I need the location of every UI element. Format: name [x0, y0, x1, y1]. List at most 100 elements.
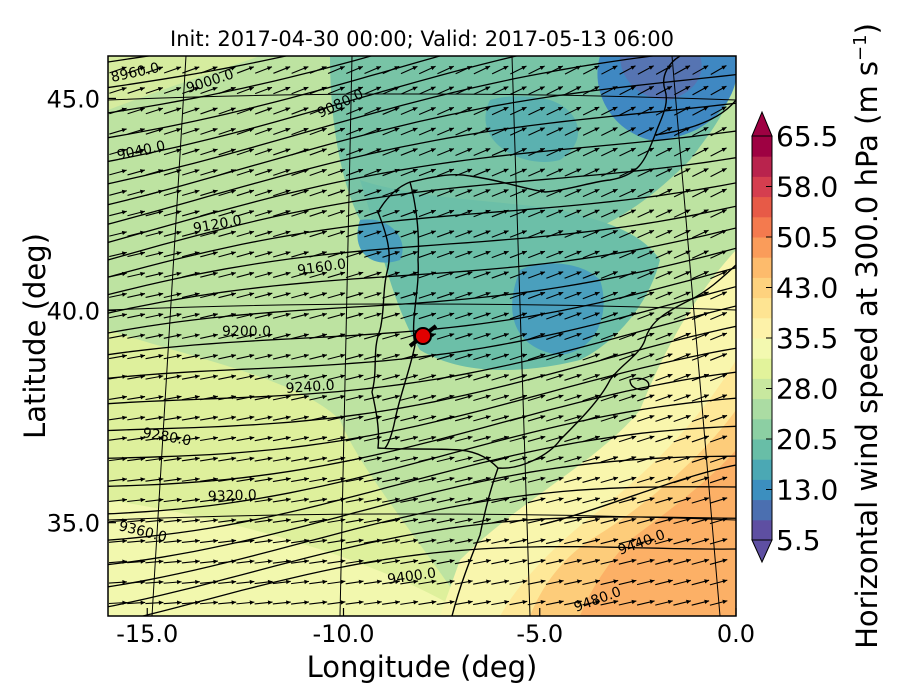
wind-arrow — [473, 127, 491, 136]
x-tick-label: -10.0 — [312, 620, 374, 648]
parallel-40n — [108, 303, 736, 311]
colorbar-tick-label: 28.0 — [776, 373, 838, 406]
wind-arrow — [601, 147, 618, 157]
wind-arrow — [127, 559, 146, 564]
wind-arrow — [400, 497, 419, 503]
wind-arrow — [309, 312, 328, 319]
wind-arrow — [127, 230, 146, 237]
wind-arrow — [236, 456, 255, 462]
wind-arrow — [437, 148, 455, 156]
wind-arrow — [345, 189, 364, 197]
wind-arrow — [673, 558, 692, 565]
wind-arrow — [582, 374, 600, 381]
wind-arrow — [691, 517, 710, 525]
wind-arrow — [673, 414, 691, 422]
wind-arrow — [291, 374, 309, 381]
wind-arrow — [364, 168, 382, 177]
wind-arrow — [363, 600, 382, 605]
wind-arrow — [273, 148, 291, 156]
wind-arrow — [127, 497, 146, 503]
wind-arrow — [272, 600, 291, 605]
wind-arrow — [400, 168, 418, 177]
wind-arrow — [291, 579, 309, 585]
wind-arrow — [181, 600, 200, 605]
wind-arrow — [673, 353, 691, 361]
wind-arrow — [400, 312, 418, 320]
y-axis-label: Latitude (deg) — [18, 233, 52, 439]
wind-arrow — [272, 538, 291, 544]
wind-arrow — [108, 559, 128, 564]
wind-arrow — [109, 292, 127, 298]
wind-arrow — [418, 394, 437, 401]
wind-arrow — [473, 497, 491, 504]
wind-arrow — [254, 210, 273, 217]
wind-arrow — [163, 86, 182, 94]
wind-arrow — [582, 106, 600, 116]
wind-arrow — [345, 168, 364, 177]
wind-arrow — [473, 291, 491, 299]
wind-arrow — [218, 497, 237, 503]
wind-arrow — [327, 189, 346, 197]
wind-arrow — [181, 436, 200, 441]
wind-arrow — [436, 353, 455, 361]
wind-arrow — [473, 271, 491, 279]
wind-arrow — [601, 65, 618, 75]
wind-arrow — [564, 435, 582, 443]
wind-arrow — [636, 517, 655, 524]
wind-arrow — [363, 497, 382, 503]
wind-arrow — [510, 65, 527, 75]
wind-arrow — [382, 538, 400, 544]
wind-arrow — [309, 394, 328, 401]
wind-arrow — [200, 477, 218, 482]
wind-arrow — [564, 168, 582, 177]
plot-frame — [107, 55, 737, 617]
wind-arrow — [491, 476, 510, 483]
wind-arrow — [309, 271, 327, 279]
wind-arrow — [710, 353, 728, 361]
wind-arrow — [309, 230, 327, 238]
wind-arrow — [564, 456, 582, 463]
wind-arrow — [127, 415, 146, 421]
wind-arrow — [582, 127, 600, 136]
wind-arrow — [363, 415, 382, 422]
wind-arrow — [582, 250, 600, 259]
wind-arrow — [218, 312, 237, 319]
wind-arrow — [382, 394, 400, 401]
wind-arrow — [673, 538, 692, 545]
wind-arrow — [709, 394, 728, 402]
wind-arrow — [527, 517, 546, 524]
wind-arrow — [254, 148, 273, 156]
wind-arrow — [272, 518, 291, 523]
wind-arrow — [528, 209, 546, 218]
wind-arrow — [181, 579, 200, 585]
wind-arrow — [473, 600, 491, 606]
wind-arrow — [527, 476, 546, 483]
wind-arrow — [509, 558, 528, 565]
marker-dot — [414, 327, 432, 345]
wind-arrow — [327, 168, 346, 177]
wind-arrow — [600, 415, 619, 422]
wind-arrow — [327, 86, 345, 95]
wind-arrow — [473, 86, 491, 95]
wind-arrow — [637, 291, 655, 300]
wind-arrow — [692, 65, 709, 75]
wind-arrow — [527, 599, 546, 606]
wind-arrow — [582, 147, 600, 157]
wind-arrow — [400, 476, 419, 483]
wind-arrow — [272, 292, 291, 299]
wind-arrow — [145, 148, 164, 156]
wind-arrow — [418, 86, 436, 95]
wind-arrow — [200, 230, 218, 237]
wind-arrow — [600, 599, 619, 606]
wind-arrow — [655, 106, 673, 116]
wind-arrow — [273, 210, 291, 217]
wind-arrow — [400, 250, 418, 258]
wind-arrow — [436, 415, 455, 422]
wind-arrow — [199, 600, 219, 605]
wind-arrow — [327, 230, 346, 238]
wind-arrow — [600, 435, 619, 443]
wind-arrow — [199, 579, 219, 585]
wind-arrow — [619, 85, 636, 96]
wind-arrow — [181, 292, 200, 299]
wind-arrow — [564, 599, 582, 606]
